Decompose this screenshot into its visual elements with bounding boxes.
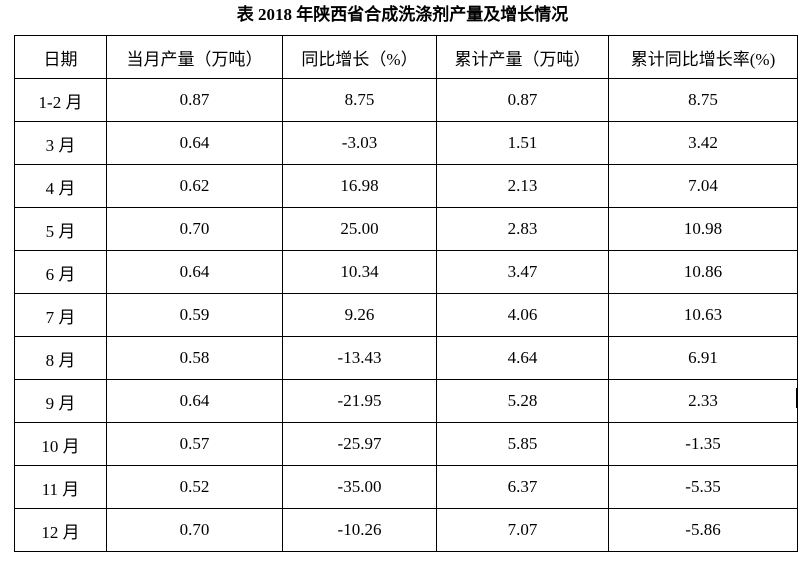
table-row: 5 月 0.70 25.00 2.83 10.98 bbox=[14, 207, 798, 251]
cell-cumulative-output: 0.87 bbox=[436, 78, 609, 122]
table-row: 12 月 0.70 -10.26 7.07 -5.86 bbox=[14, 508, 798, 552]
cell-yoy-growth: 8.75 bbox=[282, 78, 437, 122]
cell-cumulative-output: 5.28 bbox=[436, 379, 609, 423]
table-row: 9 月 0.64 -21.95 5.28 2.33 bbox=[14, 379, 798, 423]
table-row: 1-2 月 0.87 8.75 0.87 8.75 bbox=[14, 78, 798, 122]
cell-cumulative-growth: 7.04 bbox=[608, 164, 798, 208]
cell-date: 10 月 bbox=[14, 422, 107, 466]
header-date: 日期 bbox=[14, 35, 107, 79]
cell-cumulative-growth: -1.35 bbox=[608, 422, 798, 466]
cell-date: 3 月 bbox=[14, 121, 107, 165]
cell-cumulative-output: 4.64 bbox=[436, 336, 609, 380]
cell-yoy-growth: -13.43 bbox=[282, 336, 437, 380]
production-table: 日期 当月产量（万吨） 同比增长（%） 累计产量（万吨） 累计同比增长率(%) … bbox=[14, 35, 798, 552]
table-row: 10 月 0.57 -25.97 5.85 -1.35 bbox=[14, 422, 798, 466]
cell-yoy-growth: 25.00 bbox=[282, 207, 437, 251]
table-row: 8 月 0.58 -13.43 4.64 6.91 bbox=[14, 336, 798, 380]
cell-cumulative-growth: -5.35 bbox=[608, 465, 798, 509]
cell-cumulative-output: 2.13 bbox=[436, 164, 609, 208]
header-cumulative-output: 累计产量（万吨） bbox=[436, 35, 609, 79]
cell-cumulative-growth: 2.33 bbox=[608, 379, 798, 423]
cell-date: 6 月 bbox=[14, 250, 107, 294]
cell-monthly-output: 0.62 bbox=[106, 164, 283, 208]
cell-monthly-output: 0.87 bbox=[106, 78, 283, 122]
cell-cumulative-growth: 10.63 bbox=[608, 293, 798, 337]
cell-cumulative-growth: 8.75 bbox=[608, 78, 798, 122]
table-row: 6 月 0.64 10.34 3.47 10.86 bbox=[14, 250, 798, 294]
cell-yoy-growth: 10.34 bbox=[282, 250, 437, 294]
cell-yoy-growth: -10.26 bbox=[282, 508, 437, 552]
text-cursor bbox=[796, 388, 798, 408]
cell-monthly-output: 0.64 bbox=[106, 250, 283, 294]
cell-cumulative-growth: 10.98 bbox=[608, 207, 798, 251]
cell-date: 1-2 月 bbox=[14, 78, 107, 122]
cell-cumulative-output: 5.85 bbox=[436, 422, 609, 466]
header-cumulative-growth: 累计同比增长率(%) bbox=[608, 35, 798, 79]
cell-monthly-output: 0.57 bbox=[106, 422, 283, 466]
cell-cumulative-output: 4.06 bbox=[436, 293, 609, 337]
header-yoy-growth: 同比增长（%） bbox=[282, 35, 437, 79]
cell-monthly-output: 0.52 bbox=[106, 465, 283, 509]
cell-yoy-growth: -3.03 bbox=[282, 121, 437, 165]
cell-cumulative-output: 3.47 bbox=[436, 250, 609, 294]
cell-monthly-output: 0.70 bbox=[106, 207, 283, 251]
cell-date: 8 月 bbox=[14, 336, 107, 380]
cell-monthly-output: 0.59 bbox=[106, 293, 283, 337]
table-row: 3 月 0.64 -3.03 1.51 3.42 bbox=[14, 121, 798, 165]
cell-cumulative-output: 1.51 bbox=[436, 121, 609, 165]
cell-monthly-output: 0.64 bbox=[106, 121, 283, 165]
table-row: 4 月 0.62 16.98 2.13 7.04 bbox=[14, 164, 798, 208]
cell-date: 7 月 bbox=[14, 293, 107, 337]
cell-cumulative-growth: 6.91 bbox=[608, 336, 798, 380]
cell-date: 11 月 bbox=[14, 465, 107, 509]
cell-date: 5 月 bbox=[14, 207, 107, 251]
cell-monthly-output: 0.64 bbox=[106, 379, 283, 423]
cell-cumulative-growth: 10.86 bbox=[608, 250, 798, 294]
cell-cumulative-output: 6.37 bbox=[436, 465, 609, 509]
cell-cumulative-growth: -5.86 bbox=[608, 508, 798, 552]
table-row: 7 月 0.59 9.26 4.06 10.63 bbox=[14, 293, 798, 337]
cell-yoy-growth: -35.00 bbox=[282, 465, 437, 509]
cell-cumulative-growth: 3.42 bbox=[608, 121, 798, 165]
cell-yoy-growth: 9.26 bbox=[282, 293, 437, 337]
cell-monthly-output: 0.70 bbox=[106, 508, 283, 552]
table-title: 表 2018 年陕西省合成洗涤剂产量及增长情况 bbox=[236, 5, 569, 24]
cell-yoy-growth: -21.95 bbox=[282, 379, 437, 423]
cell-monthly-output: 0.58 bbox=[106, 336, 283, 380]
header-monthly-output: 当月产量（万吨） bbox=[106, 35, 283, 79]
cell-yoy-growth: 16.98 bbox=[282, 164, 437, 208]
cell-date: 12 月 bbox=[14, 508, 107, 552]
cell-cumulative-output: 2.83 bbox=[436, 207, 609, 251]
table-row: 11 月 0.52 -35.00 6.37 -5.35 bbox=[14, 465, 798, 509]
cell-yoy-growth: -25.97 bbox=[282, 422, 437, 466]
cell-date: 4 月 bbox=[14, 164, 107, 208]
cell-date: 9 月 bbox=[14, 379, 107, 423]
header-row: 日期 当月产量（万吨） 同比增长（%） 累计产量（万吨） 累计同比增长率(%) bbox=[14, 35, 798, 79]
cell-cumulative-output: 7.07 bbox=[436, 508, 609, 552]
